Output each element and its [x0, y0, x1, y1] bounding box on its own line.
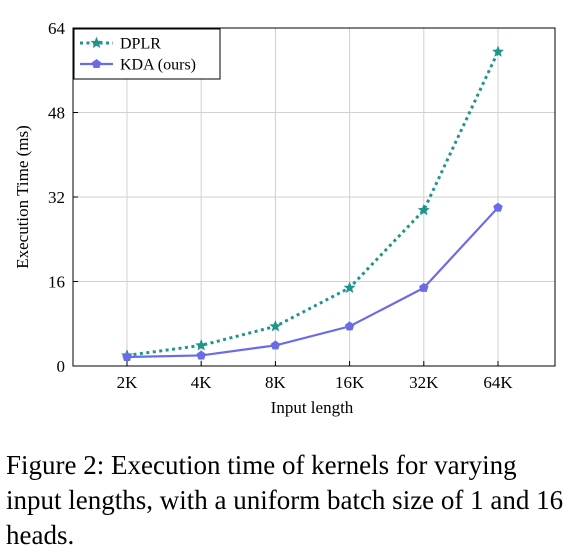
x-tick-label: 8K — [265, 373, 287, 392]
data-point — [417, 203, 430, 216]
series-2 — [122, 202, 503, 362]
data-point — [343, 281, 356, 293]
caption-text: Figure 2: Execution time of kernels for … — [6, 450, 564, 550]
series-line — [126, 51, 500, 357]
legend: DPLR KDA (ours) — [73, 28, 221, 80]
series-1 — [120, 45, 505, 361]
data-point — [195, 339, 208, 351]
y-axis-label: Execution Time (ms) — [13, 125, 32, 269]
data-point — [270, 340, 281, 350]
legend-marker — [90, 36, 103, 49]
series-layer — [120, 45, 505, 362]
x-axis-label: Input length — [271, 398, 354, 417]
y-tick-label: 16 — [48, 273, 65, 292]
x-tick-label: 64K — [483, 373, 513, 392]
x-tick-label: 4K — [191, 373, 213, 392]
x-tick-label: 32K — [409, 373, 439, 392]
x-tick-label: 2K — [117, 373, 139, 392]
data-point — [493, 202, 503, 212]
legend-marker — [91, 59, 102, 69]
y-tick-label: 0 — [57, 357, 66, 376]
execution-time-chart: 0 16 32 48 64 2K 4K 8K 16K 32K 64K Input length E… — [13, 19, 556, 417]
data-point — [344, 321, 355, 331]
y-tick-label: 32 — [48, 188, 65, 207]
y-tick-label: 64 — [48, 19, 66, 38]
data-point — [491, 45, 505, 57]
legend-label: DPLR — [120, 36, 161, 53]
legend-label: KDA (ours) — [120, 57, 196, 74]
legend-box — [73, 28, 221, 80]
data-point — [122, 352, 132, 362]
series-line — [126, 206, 499, 359]
data-point — [269, 320, 282, 332]
x-tick-label: 16K — [335, 373, 365, 392]
figure-caption: Figure 2: Execution time of kernels for … — [6, 448, 566, 553]
y-tick-label: 48 — [48, 104, 65, 123]
data-point — [196, 350, 206, 360]
x-ticks: 2K 4K 8K 16K 32K 64K — [117, 361, 513, 392]
data-point — [419, 282, 429, 292]
y-ticks: 0 16 32 48 64 — [48, 19, 78, 376]
grid — [73, 28, 555, 366]
